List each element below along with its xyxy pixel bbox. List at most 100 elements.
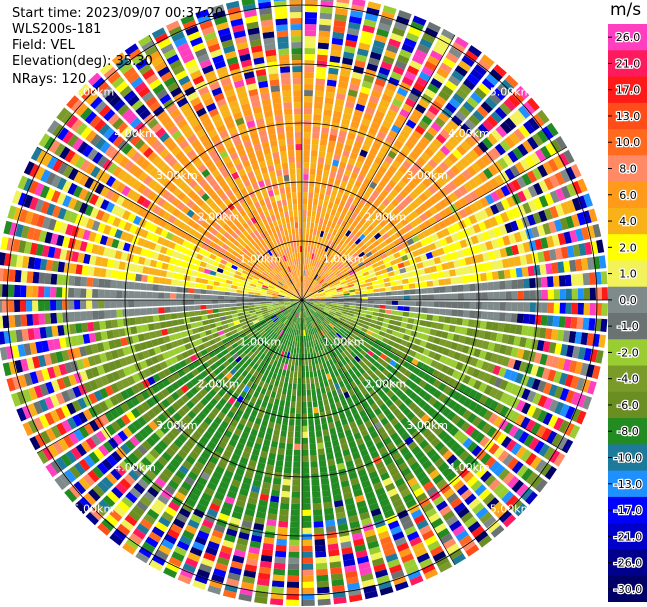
velocity-gate (285, 320, 290, 326)
velocity-gate (356, 500, 367, 509)
velocity-gate (207, 128, 218, 138)
velocity-gate (263, 476, 272, 484)
velocity-gate (188, 282, 196, 288)
velocity-gate (141, 412, 152, 423)
velocity-gate (348, 232, 355, 240)
velocity-gate (330, 433, 338, 441)
velocity-gate (348, 21, 361, 30)
velocity-gate (287, 320, 291, 327)
velocity-gate (248, 305, 255, 308)
velocity-gate (304, 84, 314, 91)
velocity-gate (78, 188, 89, 201)
velocity-gate (320, 387, 326, 394)
velocity-gate (374, 232, 382, 240)
velocity-gate (304, 282, 306, 289)
velocity-gate (140, 316, 148, 324)
velocity-gate (347, 281, 354, 286)
velocity-gate (135, 155, 146, 167)
velocity-gate (455, 88, 469, 100)
velocity-gate (179, 47, 193, 59)
velocity-gate (363, 18, 377, 28)
velocity-gate (255, 68, 267, 77)
velocity-gate (139, 341, 148, 351)
velocity-gate (260, 273, 267, 279)
velocity-gate (15, 329, 23, 343)
velocity-gate (142, 350, 151, 359)
velocity-gate (294, 311, 298, 317)
velocity-gate (241, 134, 251, 143)
velocity-gate (183, 128, 195, 139)
velocity-gate (380, 240, 388, 248)
velocity-gate (222, 360, 230, 368)
velocity-gate (266, 294, 273, 297)
velocity-gate (157, 197, 167, 207)
velocity-gate (47, 246, 56, 258)
velocity-gate (308, 329, 311, 336)
velocity-gate (223, 231, 231, 239)
velocity-gate (56, 377, 66, 390)
velocity-gate (143, 491, 156, 503)
velocity-gate (315, 235, 320, 242)
velocity-gate (293, 316, 297, 323)
velocity-gate (495, 125, 508, 138)
velocity-gate (406, 238, 415, 246)
velocity-gate (267, 513, 278, 521)
velocity-gate (64, 149, 76, 163)
velocity-gate (285, 304, 292, 308)
velocity-gate (54, 476, 67, 491)
velocity-gate (295, 252, 298, 259)
velocity-gate (82, 409, 93, 421)
velocity-gate (233, 79, 245, 89)
velocity-gate (306, 222, 311, 229)
velocity-gate (170, 356, 179, 364)
velocity-gate (50, 425, 62, 439)
velocity-gate (232, 317, 239, 322)
velocity-gate (285, 291, 292, 295)
velocity-gate (47, 444, 59, 458)
velocity-gate (375, 255, 383, 262)
velocity-gate (321, 237, 326, 244)
velocity-gate (342, 288, 349, 292)
velocity-gate (521, 266, 529, 277)
velocity-gate (28, 387, 38, 401)
velocity-gate (461, 55, 475, 67)
velocity-gate (357, 273, 364, 279)
velocity-gate (315, 260, 320, 268)
velocity-gate (284, 376, 289, 383)
velocity-gate (302, 395, 307, 402)
velocity-gate (297, 198, 302, 205)
velocity-gate (242, 355, 250, 362)
velocity-gate (23, 161, 35, 176)
velocity-gate (375, 216, 383, 224)
velocity-gate (236, 300, 243, 303)
velocity-gate (197, 326, 205, 333)
velocity-gate (145, 469, 157, 481)
velocity-gate (341, 242, 348, 249)
velocity-gate (304, 258, 307, 265)
velocity-gate (359, 567, 373, 576)
velocity-gate (302, 563, 314, 570)
velocity-gate (336, 462, 346, 471)
velocity-gate (263, 237, 269, 245)
velocity-gate (210, 228, 219, 236)
velocity-gate (293, 204, 298, 211)
velocity-gate (233, 274, 241, 279)
velocity-gate (265, 376, 272, 384)
velocity-gate (540, 145, 552, 159)
velocity-gate (317, 54, 328, 62)
velocity-gate (337, 523, 349, 532)
velocity-gate (85, 437, 97, 450)
velocity-gate (316, 275, 321, 282)
velocity-gate (201, 154, 211, 164)
velocity-gate (149, 448, 160, 459)
velocity-gate (139, 360, 148, 370)
velocity-gate (219, 282, 226, 287)
velocity-gate (499, 102, 512, 116)
velocity-gate (234, 379, 242, 387)
velocity-gate (290, 286, 295, 291)
velocity-gate (286, 581, 299, 588)
velocity-gate (251, 383, 258, 391)
velocity-gate (343, 290, 350, 294)
velocity-gate (65, 224, 74, 236)
velocity-gate (538, 195, 549, 208)
